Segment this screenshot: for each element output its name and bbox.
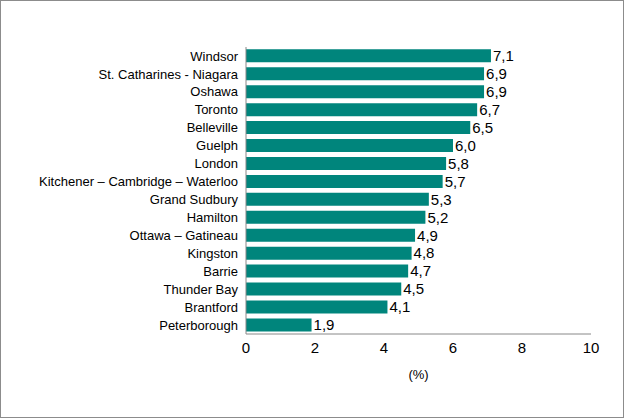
svg-text:4,1: 4,1 bbox=[389, 298, 410, 315]
svg-text:6: 6 bbox=[449, 339, 457, 356]
svg-text:1,9: 1,9 bbox=[314, 316, 335, 333]
svg-text:6,0: 6,0 bbox=[455, 137, 476, 154]
svg-text:8: 8 bbox=[518, 339, 526, 356]
svg-text:5,2: 5,2 bbox=[427, 209, 448, 226]
svg-text:St. Catharines - Niagara: St. Catharines - Niagara bbox=[99, 67, 239, 82]
svg-text:Windsor: Windsor bbox=[190, 49, 238, 64]
svg-text:Peterborough: Peterborough bbox=[159, 318, 238, 333]
svg-text:4,5: 4,5 bbox=[403, 280, 424, 297]
svg-text:4,7: 4,7 bbox=[410, 262, 431, 279]
svg-text:4,8: 4,8 bbox=[414, 244, 435, 261]
svg-text:Belleville: Belleville bbox=[187, 120, 238, 135]
svg-text:Kingston: Kingston bbox=[187, 246, 238, 261]
svg-text:7,1: 7,1 bbox=[493, 47, 514, 64]
svg-text:4,9: 4,9 bbox=[417, 227, 438, 244]
svg-text:Grand Sudbury: Grand Sudbury bbox=[150, 192, 239, 207]
svg-text:Guelph: Guelph bbox=[196, 138, 238, 153]
svg-text:Oshawa: Oshawa bbox=[190, 84, 238, 99]
svg-text:10: 10 bbox=[583, 339, 600, 356]
svg-text:(%): (%) bbox=[408, 367, 428, 382]
svg-text:Toronto: Toronto bbox=[195, 102, 238, 117]
svg-text:2: 2 bbox=[311, 339, 319, 356]
svg-text:6,9: 6,9 bbox=[486, 65, 507, 82]
svg-text:Kitchener – Cambridge – Waterl: Kitchener – Cambridge – Waterloo bbox=[39, 174, 238, 189]
svg-text:5,3: 5,3 bbox=[431, 191, 452, 208]
svg-text:5,7: 5,7 bbox=[445, 173, 466, 190]
svg-text:London: London bbox=[195, 156, 238, 171]
svg-text:Hamilton: Hamilton bbox=[187, 210, 238, 225]
svg-text:6,9: 6,9 bbox=[486, 83, 507, 100]
svg-text:6,7: 6,7 bbox=[479, 101, 500, 118]
svg-text:Brantford: Brantford bbox=[185, 300, 238, 315]
svg-text:Ottawa – Gatineau: Ottawa – Gatineau bbox=[130, 228, 238, 243]
svg-text:Thunder Bay: Thunder Bay bbox=[164, 282, 239, 297]
svg-text:6,5: 6,5 bbox=[472, 119, 493, 136]
svg-text:0: 0 bbox=[242, 339, 250, 356]
svg-text:4: 4 bbox=[380, 339, 388, 356]
svg-text:Barrie: Barrie bbox=[203, 264, 238, 279]
svg-text:5,8: 5,8 bbox=[448, 155, 469, 172]
